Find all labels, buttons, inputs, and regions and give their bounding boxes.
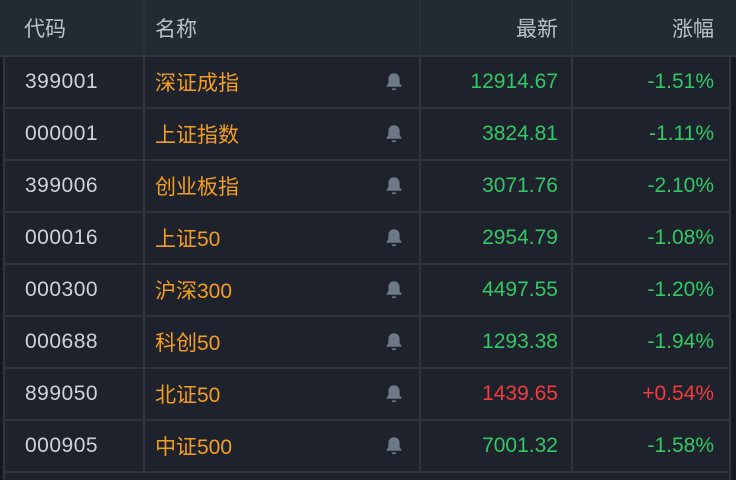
column-header-latest[interactable]: 最新 [421, 0, 573, 55]
table-row[interactable]: 000905 中证500 7001.32 -1.58% [3, 421, 731, 473]
table-row[interactable]: 399006 创业板指 3071.76 -2.10% [3, 161, 731, 213]
index-code: 899050 [5, 369, 145, 419]
change-percent: +0.54% [642, 382, 714, 405]
change-percent: -1.58% [647, 434, 714, 457]
index-name: 科创50 [155, 332, 221, 355]
table-row[interactable]: 000300 沪深300 4497.55 -1.20% [3, 265, 731, 317]
bell-icon[interactable] [381, 173, 407, 199]
change-percent: -1.94% [647, 330, 714, 353]
index-code: 000300 [5, 265, 145, 315]
bell-icon[interactable] [381, 329, 407, 355]
index-code: 000001 [5, 109, 145, 159]
column-header-code[interactable]: 代码 [5, 0, 145, 55]
latest-price: 3071.76 [421, 161, 573, 211]
index-name: 沪深300 [155, 280, 233, 303]
bell-icon[interactable] [381, 225, 407, 251]
index-name-cell: 沪深300 [145, 265, 421, 315]
bell-icon[interactable] [381, 277, 407, 303]
latest-price: 7001.32 [421, 421, 573, 471]
index-code: 000688 [5, 317, 145, 367]
index-name: 创业板指 [155, 176, 239, 199]
index-name: 上证50 [155, 228, 221, 251]
index-name: 中证500 [155, 436, 233, 459]
index-name: 上证指数 [155, 124, 239, 147]
table-row-partial [3, 473, 731, 480]
bell-icon[interactable] [381, 381, 407, 407]
index-name-cell: 创业板指 [145, 161, 421, 211]
index-code: 000905 [5, 421, 145, 471]
change-percent: -1.51% [647, 70, 714, 93]
change-percent: -1.08% [647, 226, 714, 249]
bell-icon[interactable] [381, 69, 407, 95]
bell-icon[interactable] [381, 121, 407, 147]
table-row[interactable]: 000016 上证50 2954.79 -1.08% [3, 213, 731, 265]
change-percent: -1.20% [647, 278, 714, 301]
index-code: 000016 [5, 213, 145, 263]
index-name-cell: 上证50 [145, 213, 421, 263]
index-name: 深证成指 [155, 72, 239, 95]
table-row[interactable]: 899050 北证50 1439.65 +0.54% [3, 369, 731, 421]
index-code: 399006 [5, 161, 145, 211]
index-name-cell: 上证指数 [145, 109, 421, 159]
index-name: 北证50 [155, 384, 221, 407]
latest-price: 1293.38 [421, 317, 573, 367]
latest-price: 2954.79 [421, 213, 573, 263]
index-name-cell: 中证500 [145, 421, 421, 471]
table-row[interactable]: 000688 科创50 1293.38 -1.94% [3, 317, 731, 369]
table-body: 399001 深证成指 12914.67 -1.51% 000001 上证指数 [0, 57, 736, 480]
latest-price: 4497.55 [421, 265, 573, 315]
table-header: 代码 名称 最新 涨幅 [0, 0, 736, 57]
column-header-name[interactable]: 名称 [145, 0, 421, 55]
index-name-cell: 深证成指 [145, 57, 421, 107]
latest-price: 1439.65 [421, 369, 573, 419]
bell-icon[interactable] [381, 433, 407, 459]
index-name-cell: 科创50 [145, 317, 421, 367]
index-code: 399001 [5, 57, 145, 107]
column-header-change[interactable]: 涨幅 [672, 17, 714, 41]
table-row[interactable]: 399001 深证成指 12914.67 -1.51% [3, 57, 731, 109]
table-row[interactable]: 000001 上证指数 3824.81 -1.11% [3, 109, 731, 161]
latest-price: 3824.81 [421, 109, 573, 159]
change-percent: -1.11% [649, 122, 714, 145]
change-percent: -2.10% [647, 174, 714, 197]
index-name-cell: 北证50 [145, 369, 421, 419]
latest-price: 12914.67 [421, 57, 573, 107]
